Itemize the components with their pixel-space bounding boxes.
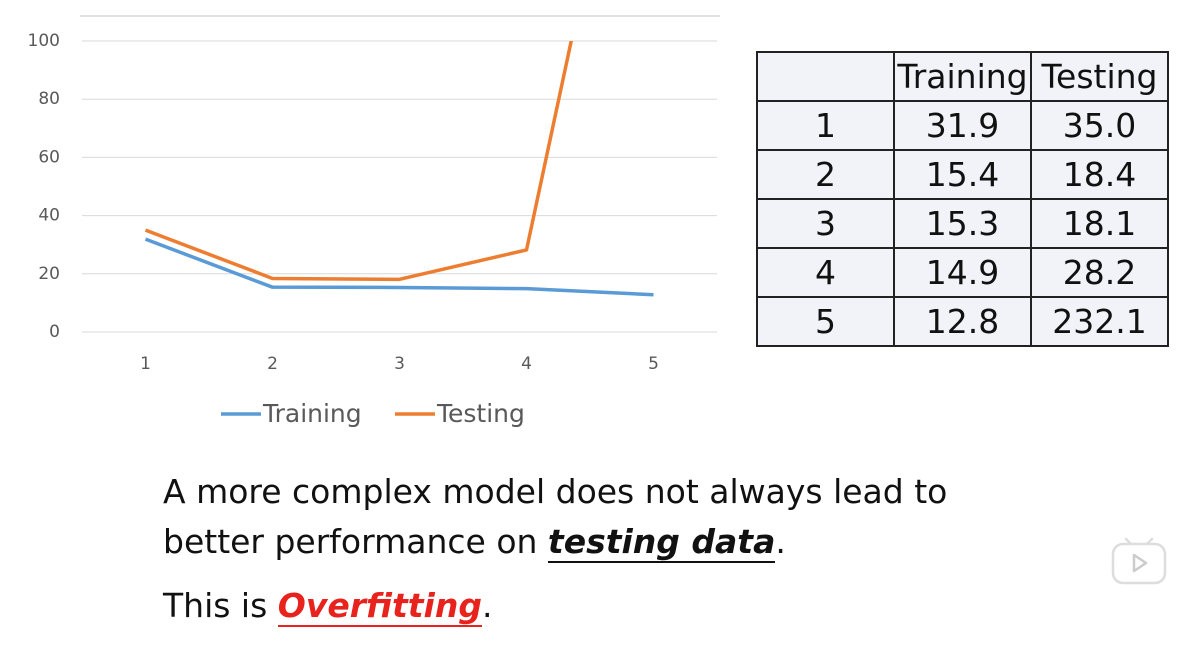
table-cell: 28.2 (1030, 247, 1169, 298)
y-tick-label: 100 (28, 31, 60, 51)
y-tick-label: 0 (49, 322, 60, 342)
table-cell: 1 (756, 100, 895, 151)
table-cell: 35.0 (1030, 100, 1169, 151)
table-cell: 14.9 (893, 247, 1032, 298)
x-tick-label: 1 (140, 354, 151, 374)
table-cell: 12.8 (893, 296, 1032, 347)
text: . (775, 522, 786, 561)
table-cell: 18.1 (1030, 198, 1169, 249)
text: This is (163, 586, 278, 625)
table-cell: 232.1 (1030, 296, 1169, 347)
table-cell: 5 (756, 296, 895, 347)
table-row: 2 15.4 18.4 (756, 149, 1169, 200)
table-cell: 18.4 (1030, 149, 1169, 200)
table-row: 4 14.9 28.2 (756, 247, 1169, 298)
y-tick-label: 60 (38, 147, 60, 167)
text: A more complex model does not always lea… (163, 472, 948, 511)
y-tick-label: 40 (38, 206, 60, 226)
x-tick-label: 3 (394, 354, 405, 374)
series-line (144, 237, 654, 297)
x-tick-label: 5 (648, 354, 659, 374)
emphasis: Overfitting (277, 586, 482, 627)
table-cell: 15.3 (893, 198, 1032, 249)
chart: 0 20 40 60 80 100 1 2 3 4 5 Training Testing (28, 15, 720, 428)
x-tick-label: 2 (267, 354, 278, 374)
table-row: 1 31.9 35.0 (756, 100, 1169, 151)
legend-label: Training (262, 399, 362, 428)
table-cell: 31.9 (893, 100, 1032, 151)
table-cell: 3 (756, 198, 895, 249)
table-cell: Testing (1030, 51, 1169, 102)
table-row: 5 12.8 232.1 (756, 296, 1169, 347)
series-line (144, 41, 574, 282)
text: . (481, 586, 493, 625)
table-cell: Training (893, 51, 1032, 102)
text: better performance on (163, 522, 548, 561)
y-tick-label: 80 (38, 89, 60, 109)
table-row: Training Testing (756, 51, 1169, 102)
text-line: A more complex model does not always lea… (163, 472, 947, 511)
plot-area (144, 41, 654, 297)
table-row: 3 15.3 18.1 (756, 198, 1169, 249)
table-cell: 2 (756, 149, 895, 200)
text-line: This is Overfitting. (163, 586, 493, 627)
table-cell: 15.4 (893, 149, 1032, 200)
legend-label: Testing (436, 399, 525, 428)
data-table: Training Testing 1 31.9 35.0 2 15.4 18.4 3 15.3 18… (756, 51, 1169, 347)
table-cell: 4 (756, 247, 895, 298)
text-line: better performance on testing data. (163, 522, 786, 563)
play-icon[interactable] (1110, 533, 1168, 587)
table-cell (756, 51, 895, 102)
x-tick-label: 4 (521, 354, 532, 374)
emphasis: testing data (547, 522, 776, 563)
y-tick-label: 20 (38, 264, 60, 284)
